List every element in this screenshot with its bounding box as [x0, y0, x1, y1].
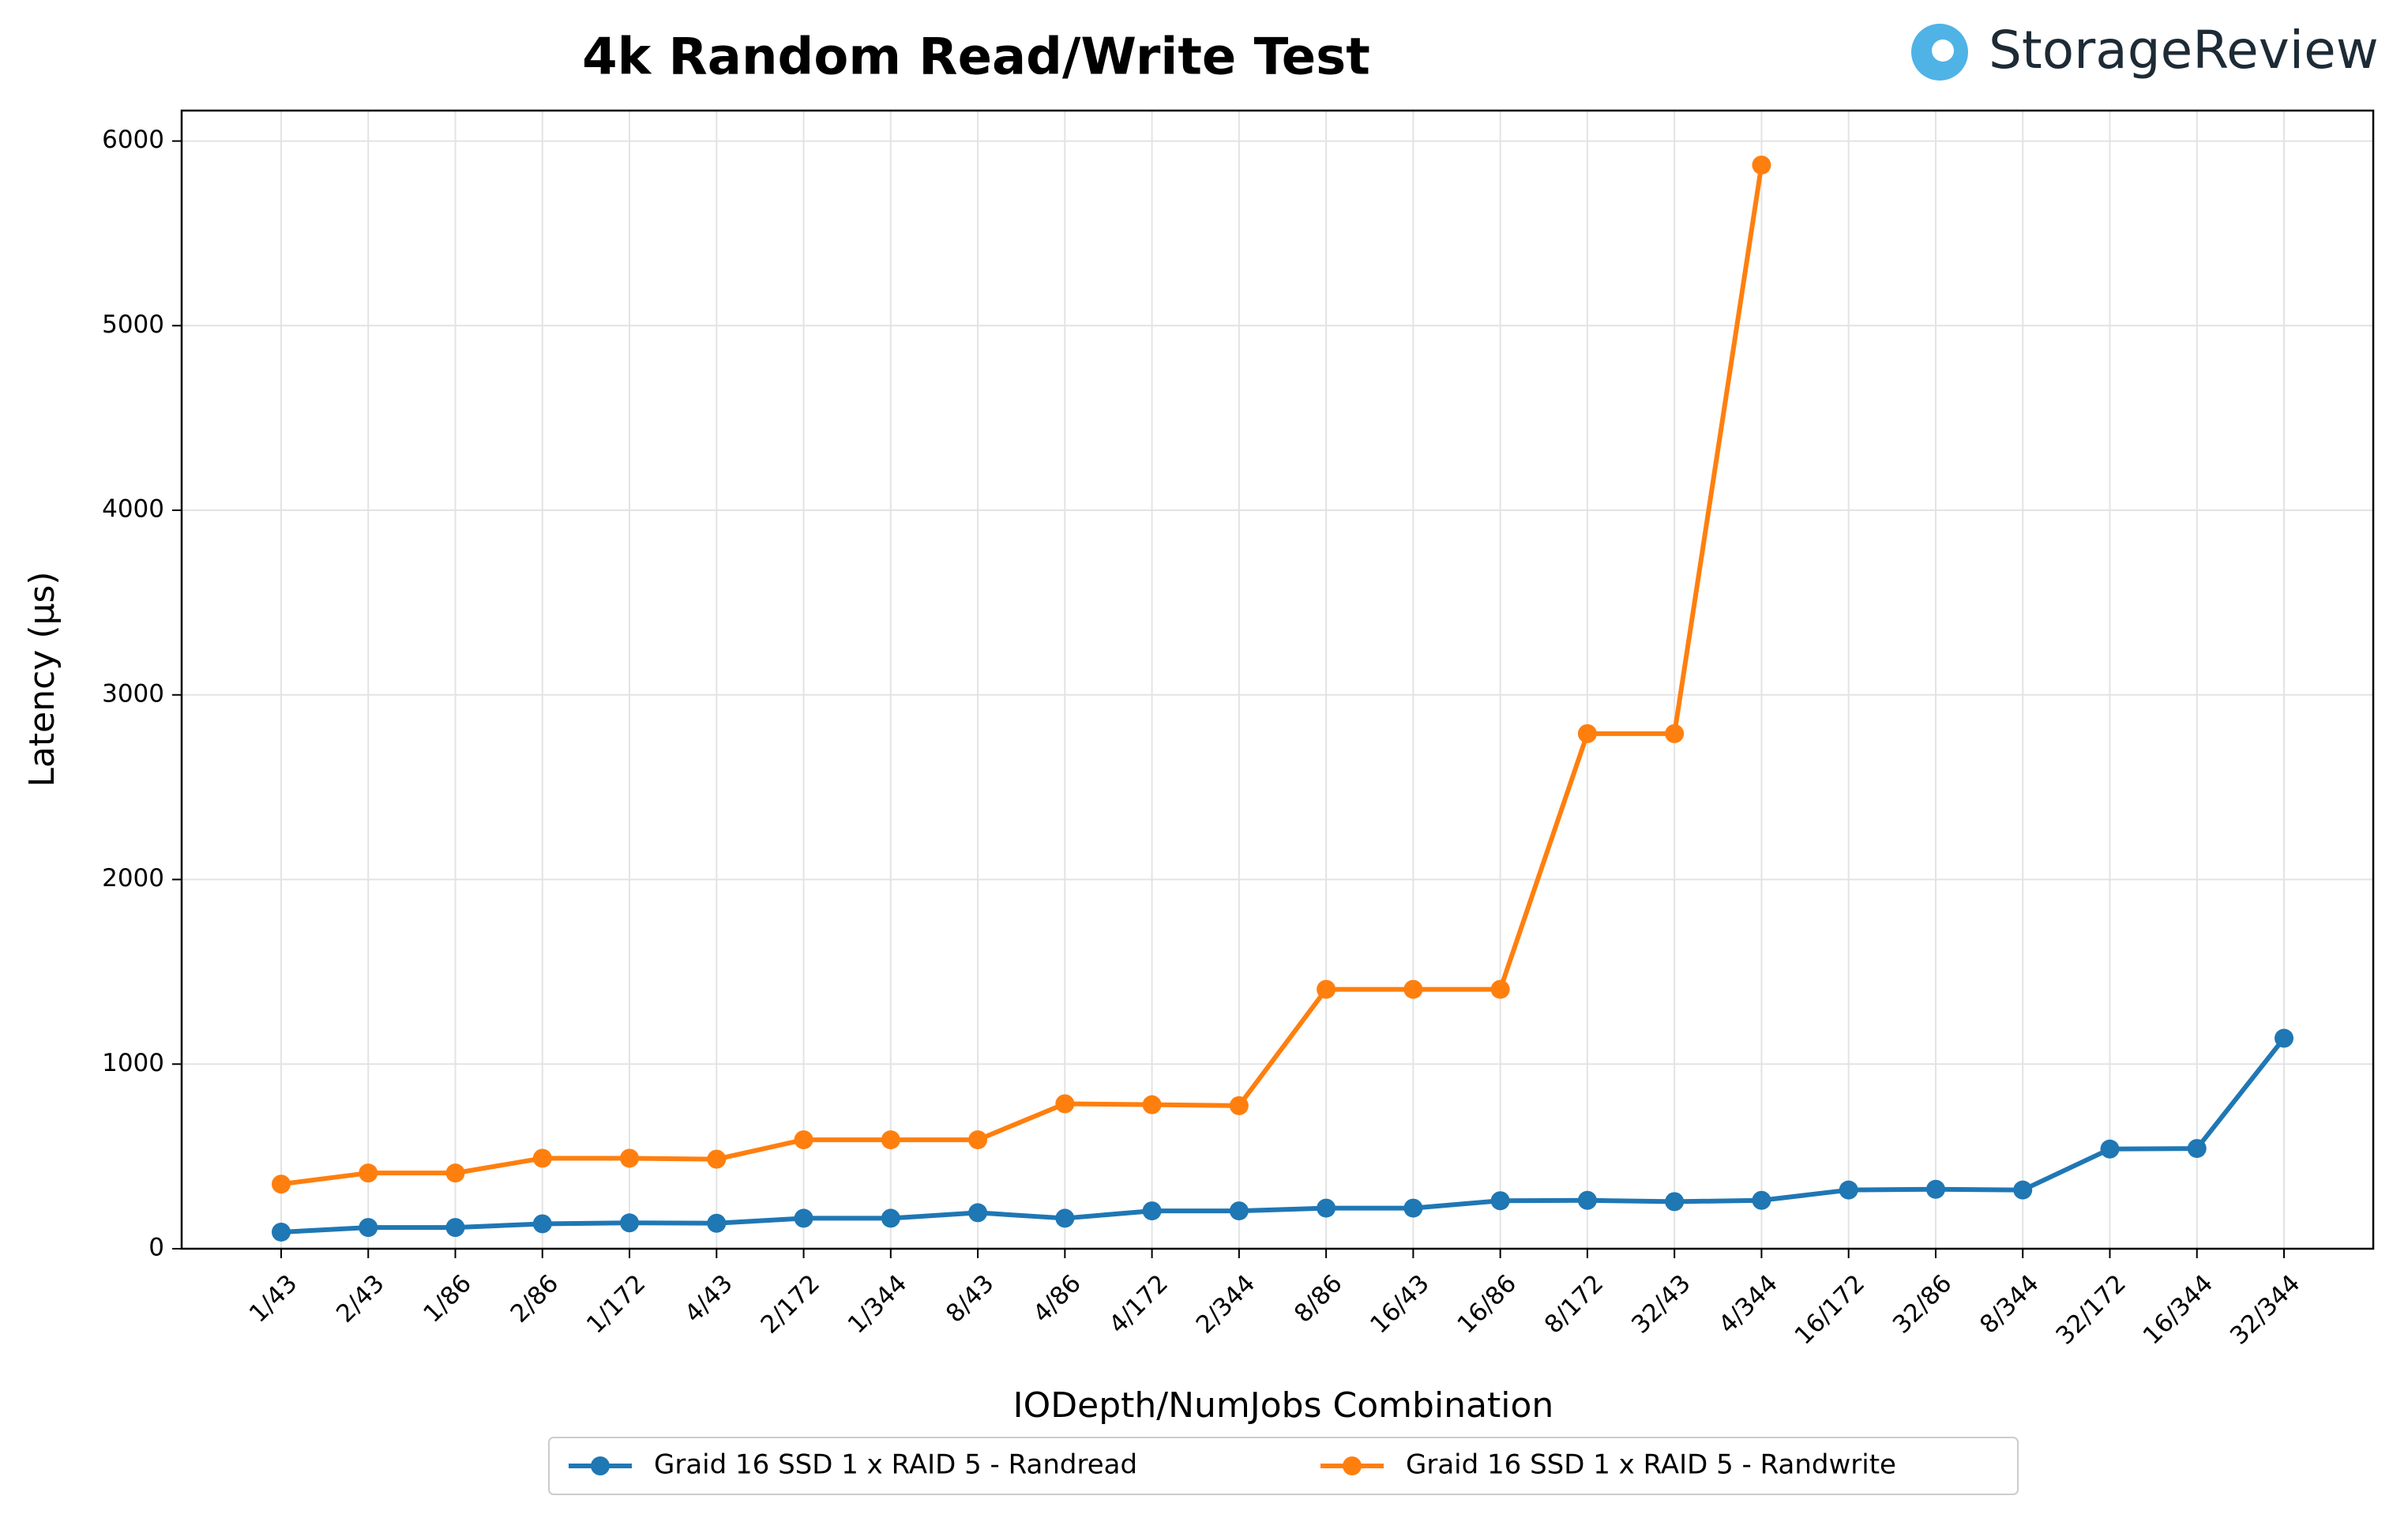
data-point [620, 1213, 640, 1233]
legend: Graid 16 SSD 1 x RAID 5 - Randread Graid … [548, 1437, 2019, 1495]
data-point [1577, 723, 1597, 743]
data-point [1317, 979, 1336, 999]
legend-marker [591, 1456, 610, 1475]
y-tick-label: 5000 [102, 310, 164, 339]
data-point [2013, 1180, 2033, 1200]
data-point [620, 1148, 640, 1168]
data-point [794, 1130, 813, 1150]
data-point [1490, 979, 1510, 999]
series-line [280, 164, 1764, 1187]
x-axis-label: IODepth/NumJobs Combination [1013, 1385, 1554, 1426]
data-point [1490, 1191, 1510, 1211]
data-point [1403, 979, 1423, 999]
data-point [1925, 1179, 1945, 1199]
legend-label: Graid 16 SSD 1 x RAID 5 - Randread [654, 1449, 1137, 1481]
data-point [2275, 1028, 2293, 1048]
data-point [1577, 1190, 1597, 1210]
data-point [1403, 1198, 1423, 1218]
data-point [272, 1174, 291, 1194]
data-point [881, 1208, 900, 1228]
data-point [968, 1203, 988, 1223]
data-point [359, 1218, 378, 1238]
data-point [707, 1149, 727, 1169]
data-point [1665, 723, 1685, 743]
data-point [1752, 155, 1771, 175]
data-point [1752, 1190, 1771, 1210]
data-point [1229, 1201, 1249, 1221]
legend-label: Graid 16 SSD 1 x RAID 5 - Randwrite [1406, 1449, 1896, 1481]
logo-text: StorageReview [1989, 20, 2379, 81]
data-point [445, 1218, 465, 1238]
y-tick-label: 2000 [102, 864, 164, 893]
data-point [881, 1130, 900, 1150]
y-tick-label: 0 [148, 1234, 164, 1262]
data-point [707, 1213, 727, 1233]
data-point [794, 1208, 813, 1228]
data-point [2187, 1139, 2207, 1159]
data-point [1317, 1198, 1336, 1218]
plot-frame [180, 109, 2375, 1250]
data-point [1665, 1192, 1685, 1212]
data-point [532, 1214, 552, 1234]
data-point [532, 1148, 552, 1168]
data-point [1142, 1201, 1162, 1221]
legend-marker [1343, 1456, 1362, 1475]
chart-title: 4k Random Read/Write Test [582, 28, 1370, 87]
logo: StorageReview [1911, 20, 2379, 81]
y-axis-label: Latency (µs) [22, 571, 62, 787]
data-point [1839, 1180, 1858, 1200]
data-point [359, 1163, 378, 1183]
data-point [272, 1222, 291, 1242]
y-tick-label: 6000 [102, 126, 164, 154]
legend-frame [548, 1437, 2019, 1495]
data-point [968, 1130, 988, 1150]
data-point [1055, 1208, 1075, 1228]
y-tick-label: 1000 [102, 1049, 164, 1077]
logo-icon-hole [1932, 39, 1954, 62]
series-line [280, 1036, 2286, 1235]
data-point [1229, 1095, 1249, 1115]
y-tick-label: 3000 [102, 679, 164, 708]
y-tick-label: 4000 [102, 495, 164, 524]
data-point [445, 1163, 465, 1183]
data-point [1142, 1095, 1162, 1114]
data-point [2100, 1139, 2120, 1159]
data-point [1055, 1094, 1075, 1114]
